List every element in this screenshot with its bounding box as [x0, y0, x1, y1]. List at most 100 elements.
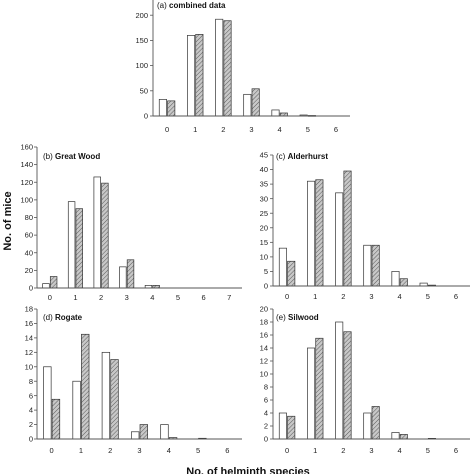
open-bar-greatwood-0	[42, 283, 50, 289]
panel-title: (c) Alderhurst	[276, 152, 328, 161]
y-tick-label: 12	[25, 348, 33, 357]
y-tick-label: 60	[25, 231, 33, 240]
x-tick-label: 3	[137, 446, 141, 455]
x-tick-label: 6	[225, 446, 229, 455]
x-tick-label: 5	[196, 446, 200, 455]
open-bar-combined-1	[187, 35, 196, 117]
hatched-bar-silwood-3	[371, 406, 380, 440]
hatched-bar-alderhurst-3	[371, 244, 380, 287]
y-tick-label: 4	[264, 409, 268, 418]
open-bar-combined-2	[215, 18, 224, 117]
hatched-bar-rogate-1	[81, 333, 90, 440]
x-tick-label: 7	[227, 293, 231, 302]
panel-label: (b)	[43, 152, 53, 161]
x-tick-label: 0	[285, 292, 289, 301]
x-tick-label: 0	[165, 125, 169, 134]
y-tick-label: 80	[25, 213, 33, 222]
y-tick-label: 5	[264, 267, 268, 276]
open-bar-alderhurst-2	[335, 192, 344, 287]
x-tick-label: 5	[176, 293, 180, 302]
x-tick-label: 3	[125, 293, 129, 302]
y-tick-label: 2	[264, 422, 268, 431]
x-tick-label: 5	[306, 125, 310, 134]
x-tick-label: 3	[249, 125, 253, 134]
x-tick-label: 4	[150, 293, 154, 302]
y-tick-label: 40	[260, 165, 268, 174]
y-tick-label: 8	[264, 383, 268, 392]
panel-label: (d)	[43, 313, 53, 322]
y-tick-label: 0	[29, 435, 33, 444]
x-tick-label: 1	[313, 446, 317, 455]
hatched-bar-rogate-2	[110, 359, 119, 440]
hatched-bar-combined-4	[279, 112, 288, 117]
y-tick-label: 25	[260, 209, 268, 218]
open-bar-rogate-1	[72, 380, 81, 440]
panel-name: Alderhurst	[288, 152, 329, 161]
hatched-bar-combined-0	[167, 100, 176, 117]
y-tick-label: 20	[25, 266, 33, 275]
y-tick-label: 2	[29, 420, 33, 429]
x-tick-label: 0	[50, 446, 54, 455]
x-tick-label: 2	[341, 292, 345, 301]
open-bar-alderhurst-1	[307, 180, 316, 287]
hatched-bar-silwood-4	[399, 434, 408, 440]
open-bar-silwood-0	[278, 412, 287, 440]
hatched-bar-combined-2	[223, 20, 232, 117]
y-tick-label: 10	[260, 252, 268, 261]
hatched-bar-silwood-0	[287, 415, 296, 440]
y-tick-label: 40	[25, 248, 33, 257]
y-tick-label: 0	[264, 435, 268, 444]
open-bar-silwood-2	[335, 321, 344, 440]
x-axis-title: No. of helminth species	[186, 466, 309, 474]
open-bar-silwood-3	[363, 412, 372, 440]
open-bar-alderhurst-4	[391, 271, 400, 287]
y-tick-label: 6	[29, 391, 33, 400]
x-tick-label: 4	[398, 292, 402, 301]
open-bar-alderhurst-3	[363, 244, 372, 287]
x-tick-label: 2	[99, 293, 103, 302]
hatched-bar-greatwood-3	[126, 259, 135, 289]
x-tick-label: 2	[341, 446, 345, 455]
y-tick-label: 100	[20, 195, 33, 204]
x-tick-label: 4	[167, 446, 171, 455]
panel-title: (a) combined data	[157, 1, 226, 10]
open-bar-combined-4	[271, 109, 280, 117]
y-tick-label: 200	[135, 11, 148, 20]
x-tick-label: 1	[79, 446, 83, 455]
x-tick-label: 3	[369, 292, 373, 301]
open-bar-rogate-3	[131, 431, 140, 440]
panel-title: (b) Great Wood	[43, 152, 100, 161]
y-axis-title: No. of mice	[2, 191, 14, 250]
y-tick-label: 20	[260, 223, 268, 232]
y-tick-label: 16	[25, 319, 33, 328]
panel-name: Great Wood	[55, 152, 100, 161]
panel-title: (d) Rogate	[43, 313, 83, 322]
open-bar-rogate-0	[43, 366, 52, 440]
x-tick-label: 6	[454, 292, 458, 301]
panel-label: (a)	[157, 1, 167, 10]
y-tick-label: 4	[29, 406, 33, 415]
panel-great-wood: 0 20 40 60 80 100 120 140 160 0 1 2 3 4 5 6 7 (b) Great W…	[20, 143, 242, 302]
x-tick-label: 3	[369, 446, 373, 455]
panel-name: Silwood	[288, 313, 319, 322]
hatched-bar-alderhurst-4	[399, 278, 408, 287]
x-tick-label: 6	[454, 446, 458, 455]
y-tick-label: 10	[260, 370, 268, 379]
panel-combined-data: 0 50 100 150 200 0 1 2 3 4 5 6 (a) combined data	[135, 0, 350, 134]
y-tick-label: 35	[260, 180, 268, 189]
hatched-bar-greatwood-2	[101, 182, 109, 289]
open-bar-rogate-4	[160, 424, 169, 440]
x-tick-label: 1	[73, 293, 77, 302]
y-tick-label: 120	[20, 178, 33, 187]
hatched-bar-alderhurst-1	[315, 179, 324, 287]
y-tick-label: 45	[260, 151, 268, 160]
y-tick-label: 20	[260, 305, 268, 314]
y-tick-label: 12	[260, 357, 268, 366]
x-tick-label: 4	[278, 125, 282, 134]
hatched-bar-alderhurst-2	[343, 170, 352, 287]
y-tick-label: 160	[20, 143, 33, 152]
